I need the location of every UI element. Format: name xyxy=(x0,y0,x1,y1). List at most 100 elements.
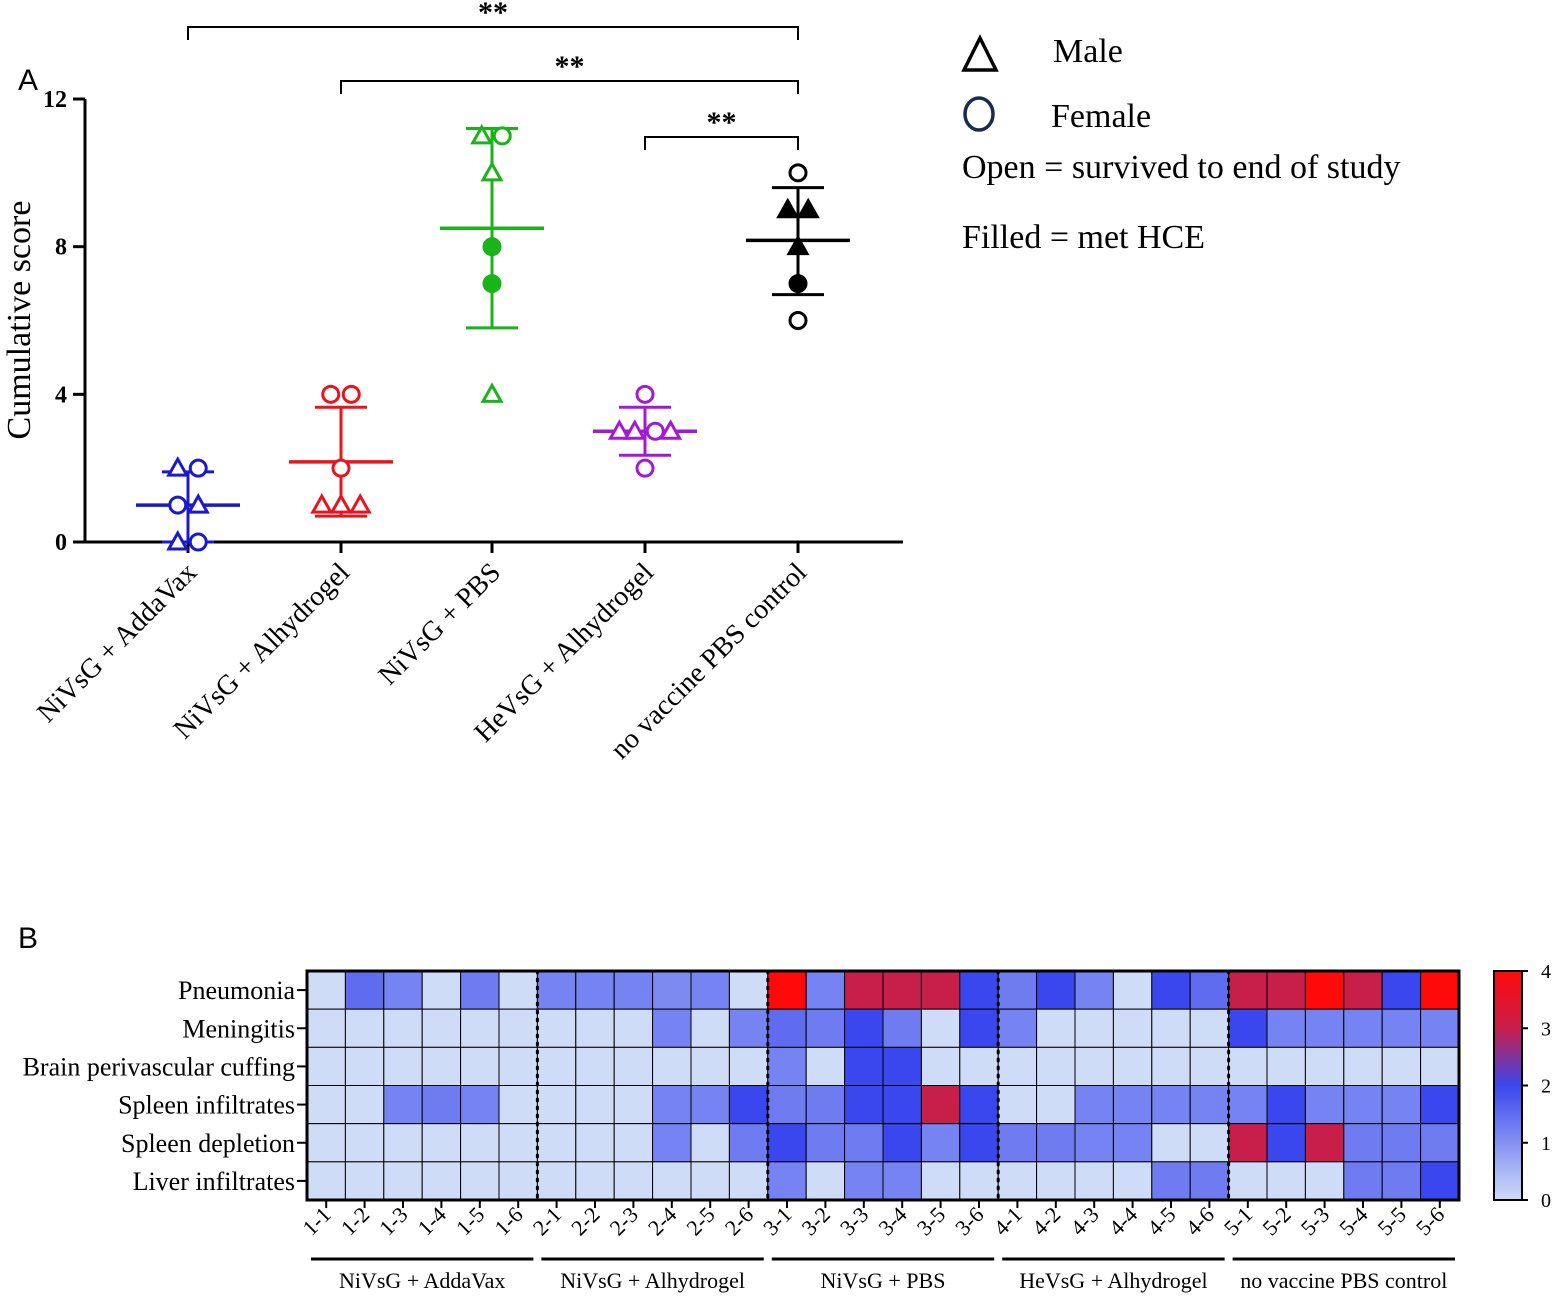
significance-brackets: ** ** ** xyxy=(187,0,799,150)
male-point xyxy=(310,493,334,514)
row-label: Spleen infiltrates xyxy=(118,1091,295,1120)
heatmap-cell xyxy=(575,1085,615,1125)
heatmap-cell xyxy=(1151,1123,1191,1163)
heatmap-cell xyxy=(997,1046,1038,1087)
heatmap-cell xyxy=(1112,1085,1153,1125)
heatmap-cell xyxy=(1036,1161,1076,1201)
heatmap-cell xyxy=(1074,970,1114,1010)
heatmap-cell xyxy=(421,1123,462,1163)
colorbar-tick-label: 4 xyxy=(1541,961,1551,983)
heatmap-cell xyxy=(306,1046,346,1087)
heatmap-cell xyxy=(575,1161,615,1201)
heatmap-cell xyxy=(536,1046,577,1087)
heatmap-cell xyxy=(1189,1046,1230,1087)
x-tick-label: NiVsG + PBS xyxy=(373,557,507,691)
colorbar-tick-label: 1 xyxy=(1541,1133,1551,1155)
group-label: no vaccine PBS control xyxy=(1240,1268,1447,1293)
significance-bracket xyxy=(340,80,799,94)
heatmap-cell xyxy=(306,1123,346,1163)
heatmap-cell xyxy=(882,1085,922,1125)
x-tick-label: NiVsG + AddaVax xyxy=(31,557,203,729)
group-label: NiVsG + Alhydrogel xyxy=(560,1268,745,1293)
group-dividers xyxy=(535,969,1231,1202)
heatmap-cell xyxy=(613,1123,654,1163)
heatmap-cell xyxy=(844,1123,884,1163)
heatmap-cell xyxy=(882,1123,922,1163)
heatmap-cell xyxy=(959,1046,999,1087)
heatmap-cell xyxy=(460,1046,500,1087)
heatmap-cell xyxy=(613,1085,654,1125)
heatmap-cell xyxy=(344,1046,385,1087)
heatmap-cell xyxy=(1304,1046,1345,1087)
heatmap-cell xyxy=(460,1008,500,1048)
heatmap-cell xyxy=(920,1008,961,1048)
heatmap-cell xyxy=(498,970,538,1010)
colorbar-tick-label: 0 xyxy=(1541,1190,1551,1212)
heatmap-cell xyxy=(383,1123,423,1163)
heatmap-cell xyxy=(1189,1123,1230,1163)
heatmap-cell xyxy=(1228,1046,1268,1087)
male-point xyxy=(659,419,683,440)
heatmap-cell xyxy=(421,1161,462,1201)
heatmap-cell xyxy=(882,1046,922,1087)
heatmap-cell xyxy=(997,1085,1038,1125)
heatmap-cell xyxy=(306,1161,346,1201)
column-label: 2-5 xyxy=(681,1202,719,1240)
heatmap-cell xyxy=(997,970,1038,1010)
heatmap-cell xyxy=(1189,1008,1230,1048)
legend: Male Female Open = survived to end of st… xyxy=(961,33,1400,256)
heatmap-cell xyxy=(920,970,961,1010)
column-label: 4-5 xyxy=(1142,1202,1180,1240)
heatmap-cell xyxy=(1381,1161,1422,1201)
male-point xyxy=(480,382,504,403)
heatmap-cell xyxy=(1343,1123,1383,1163)
heatmap-cell xyxy=(844,970,884,1010)
heatmap-cell xyxy=(882,1161,922,1201)
column-label: 3-6 xyxy=(950,1202,988,1240)
heatmap-cell xyxy=(997,1123,1038,1163)
heatmap-cell xyxy=(920,1123,961,1163)
row-label: Brain perivascular cuffing xyxy=(23,1052,295,1081)
heatmap-cell xyxy=(498,1161,538,1201)
heatmap-cell xyxy=(1420,1046,1460,1087)
heatmap-cell xyxy=(1112,970,1153,1010)
group-1 xyxy=(136,456,240,552)
heatmap-cell xyxy=(1036,1046,1076,1087)
heatmap-cell xyxy=(959,1008,999,1048)
male-point xyxy=(186,493,210,514)
heatmap-cell xyxy=(920,1161,961,1201)
female-point xyxy=(168,495,188,515)
heatmap-cell xyxy=(306,1008,346,1048)
heatmap-cell xyxy=(997,1161,1038,1201)
female-point xyxy=(482,274,502,294)
heatmap-frame xyxy=(305,969,1461,1202)
heatmap-cell xyxy=(1151,1008,1191,1048)
heatmap-cell xyxy=(959,1085,999,1125)
heatmap-cell xyxy=(1112,1123,1153,1163)
heatmap-cell xyxy=(1074,1123,1114,1163)
female-point xyxy=(788,274,808,294)
heatmap-cell xyxy=(1304,1008,1345,1048)
heatmap-cell xyxy=(728,1085,769,1125)
colorbar-ticks: 0 1 2 3 4 xyxy=(1522,961,1551,1212)
female-point xyxy=(331,458,351,478)
column-labels: 1-1 1-2 1-3 1-4 1-5 1-6 2-1 2-2 2-3 2-4 2-5 2-6 3-1 3… xyxy=(297,1200,1449,1240)
heatmap-cell xyxy=(882,970,922,1010)
heatmap-cell xyxy=(1189,970,1230,1010)
column-label: 3-1 xyxy=(758,1202,796,1240)
male-point xyxy=(166,529,190,551)
y-tick-label: 4 xyxy=(55,382,67,408)
heatmap-cell xyxy=(728,1046,769,1087)
legend-male-label: Male xyxy=(1053,33,1123,70)
female-point xyxy=(645,421,665,441)
column-label: 3-5 xyxy=(912,1202,950,1240)
column-label: 1-6 xyxy=(489,1202,527,1240)
legend-open-note: Open = survived to end of study xyxy=(962,149,1400,186)
male-point xyxy=(607,419,631,440)
heatmap-cell xyxy=(1343,1008,1383,1048)
heatmap-cell xyxy=(959,1123,999,1163)
heatmap-cell xyxy=(690,1046,730,1087)
column-label: 4-2 xyxy=(1027,1202,1065,1240)
heatmap-cell xyxy=(536,970,577,1010)
heatmap-cell xyxy=(1112,1046,1153,1087)
